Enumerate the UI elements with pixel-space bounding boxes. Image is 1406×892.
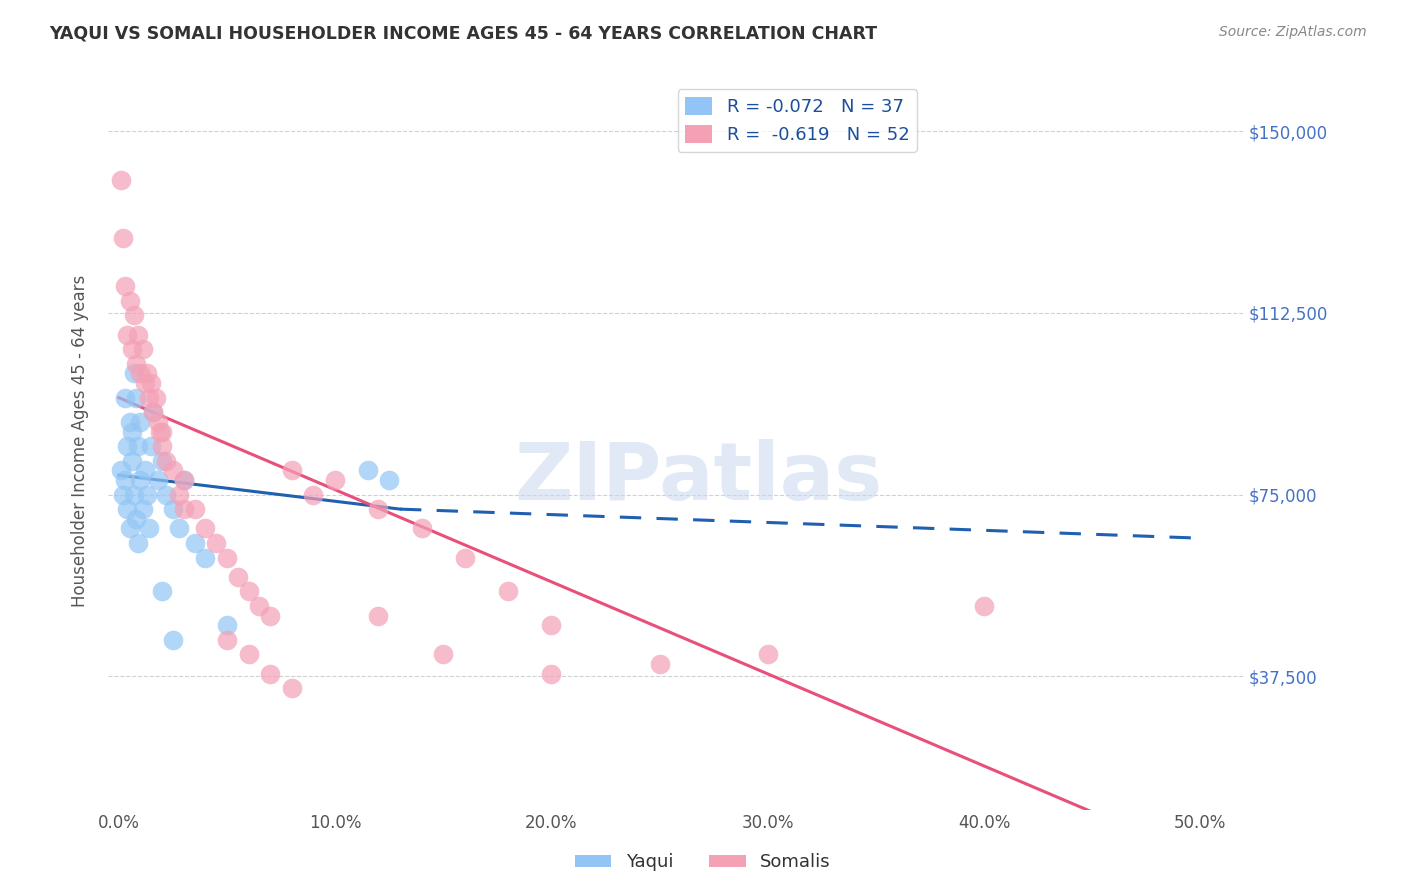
Point	[155, 453, 177, 467]
Point	[127, 536, 149, 550]
Point	[118, 415, 141, 429]
Point	[112, 231, 135, 245]
Text: ZIPatlas: ZIPatlas	[515, 439, 883, 517]
Point	[127, 327, 149, 342]
Point	[540, 666, 562, 681]
Point	[259, 608, 281, 623]
Point	[134, 376, 156, 390]
Point	[112, 487, 135, 501]
Point	[118, 293, 141, 308]
Point	[138, 521, 160, 535]
Point	[323, 473, 346, 487]
Point	[146, 473, 169, 487]
Point	[114, 473, 136, 487]
Point	[129, 367, 152, 381]
Point	[281, 681, 304, 696]
Point	[141, 439, 163, 453]
Point	[145, 391, 167, 405]
Y-axis label: Householder Income Ages 45 - 64 years: Householder Income Ages 45 - 64 years	[72, 275, 89, 607]
Point	[114, 279, 136, 293]
Point	[173, 473, 195, 487]
Point	[973, 599, 995, 613]
Point	[215, 618, 238, 632]
Point	[122, 308, 145, 322]
Point	[411, 521, 433, 535]
Point	[122, 487, 145, 501]
Point	[121, 342, 143, 356]
Point	[135, 487, 157, 501]
Point	[138, 391, 160, 405]
Point	[162, 463, 184, 477]
Text: Source: ZipAtlas.com: Source: ZipAtlas.com	[1219, 25, 1367, 39]
Point	[117, 327, 139, 342]
Point	[150, 425, 173, 439]
Point	[162, 502, 184, 516]
Point	[247, 599, 270, 613]
Point	[110, 172, 132, 186]
Point	[114, 391, 136, 405]
Point	[173, 502, 195, 516]
Text: YAQUI VS SOMALI HOUSEHOLDER INCOME AGES 45 - 64 YEARS CORRELATION CHART: YAQUI VS SOMALI HOUSEHOLDER INCOME AGES …	[49, 25, 877, 43]
Point	[162, 632, 184, 647]
Point	[121, 425, 143, 439]
Point	[205, 536, 228, 550]
Point	[194, 550, 217, 565]
Point	[129, 415, 152, 429]
Point	[215, 550, 238, 565]
Point	[141, 376, 163, 390]
Point	[150, 584, 173, 599]
Point	[134, 463, 156, 477]
Point	[259, 666, 281, 681]
Point	[131, 502, 153, 516]
Point	[367, 608, 389, 623]
Point	[127, 439, 149, 453]
Point	[183, 536, 205, 550]
Point	[142, 405, 165, 419]
Legend: R = -0.072   N = 37, R =  -0.619   N = 52: R = -0.072 N = 37, R = -0.619 N = 52	[678, 89, 917, 152]
Point	[129, 473, 152, 487]
Point	[173, 473, 195, 487]
Point	[169, 487, 191, 501]
Point	[169, 521, 191, 535]
Point	[226, 570, 249, 584]
Point	[215, 632, 238, 647]
Point	[131, 342, 153, 356]
Point	[367, 502, 389, 516]
Point	[110, 463, 132, 477]
Point	[122, 367, 145, 381]
Point	[281, 463, 304, 477]
Point	[648, 657, 671, 672]
Point	[142, 405, 165, 419]
Point	[125, 512, 148, 526]
Point	[238, 584, 260, 599]
Point	[540, 618, 562, 632]
Point	[155, 487, 177, 501]
Point	[432, 648, 454, 662]
Point	[118, 521, 141, 535]
Point	[117, 502, 139, 516]
Point	[149, 425, 172, 439]
Point	[194, 521, 217, 535]
Point	[125, 391, 148, 405]
Point	[238, 648, 260, 662]
Point	[302, 487, 325, 501]
Point	[146, 415, 169, 429]
Point	[121, 453, 143, 467]
Point	[117, 439, 139, 453]
Point	[356, 463, 378, 477]
Point	[454, 550, 477, 565]
Legend: Yaqui, Somalis: Yaqui, Somalis	[568, 847, 838, 879]
Point	[150, 453, 173, 467]
Point	[150, 439, 173, 453]
Point	[125, 357, 148, 371]
Point	[183, 502, 205, 516]
Point	[378, 473, 401, 487]
Point	[135, 367, 157, 381]
Point	[756, 648, 779, 662]
Point	[496, 584, 519, 599]
